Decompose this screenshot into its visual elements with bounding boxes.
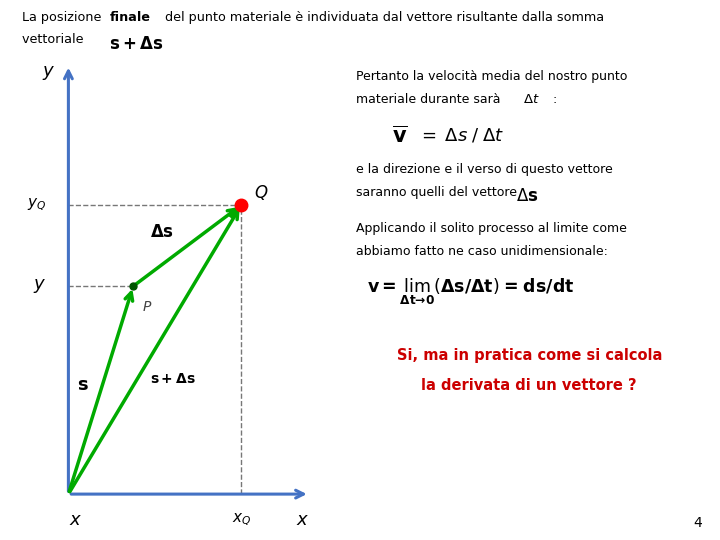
Text: $y_Q$: $y_Q$ bbox=[27, 197, 47, 213]
Text: abbiamo fatto ne caso unidimensionale:: abbiamo fatto ne caso unidimensionale: bbox=[356, 245, 608, 258]
Text: $\mathbf{v = \lim_{\Delta t \to 0} \left( \Delta s/\Delta t \right) \;=\; ds/dt}: $\mathbf{v = \lim_{\Delta t \to 0} \left… bbox=[367, 276, 575, 307]
Text: $\Delta t$: $\Delta t$ bbox=[523, 93, 539, 106]
Text: Applicando il solito processo al limite come: Applicando il solito processo al limite … bbox=[356, 222, 627, 235]
Text: $\mathbf{\Delta s}$: $\mathbf{\Delta s}$ bbox=[150, 223, 174, 241]
Text: la derivata di un vettore ?: la derivata di un vettore ? bbox=[421, 378, 637, 393]
Text: 4: 4 bbox=[693, 516, 702, 530]
Text: materiale durante sarà: materiale durante sarà bbox=[356, 93, 505, 106]
Text: $\mathbf{s + \Delta s}$: $\mathbf{s + \Delta s}$ bbox=[109, 35, 163, 52]
Text: saranno quelli del vettore: saranno quelli del vettore bbox=[356, 186, 521, 199]
Text: $x$: $x$ bbox=[69, 511, 82, 529]
Text: $\Delta \mathbf{s}$: $\Delta \mathbf{s}$ bbox=[516, 187, 538, 205]
Text: $x$: $x$ bbox=[296, 511, 309, 529]
Text: :: : bbox=[549, 93, 557, 106]
Text: Pertanto la velocità media del nostro punto: Pertanto la velocità media del nostro pu… bbox=[356, 70, 628, 83]
Text: $\mathbf{s}$: $\mathbf{s}$ bbox=[77, 376, 89, 394]
Text: $= \;\Delta s \;/\; \Delta t$: $= \;\Delta s \;/\; \Delta t$ bbox=[418, 126, 504, 144]
Text: Si, ma in pratica come si calcola: Si, ma in pratica come si calcola bbox=[397, 348, 662, 363]
Text: $P$: $P$ bbox=[142, 300, 152, 314]
Text: $\overline{\mathbf{v}}$: $\overline{\mathbf{v}}$ bbox=[392, 125, 408, 147]
Text: $\mathbf{s + \Delta s}$: $\mathbf{s + \Delta s}$ bbox=[150, 373, 196, 386]
Text: e la direzione e il verso di questo vettore: e la direzione e il verso di questo vett… bbox=[356, 163, 613, 176]
Text: vettoriale: vettoriale bbox=[22, 33, 95, 46]
Text: del punto materiale è individuata dal vettore risultante dalla somma: del punto materiale è individuata dal ve… bbox=[157, 11, 604, 24]
Text: finale: finale bbox=[109, 11, 150, 24]
Text: $Q$: $Q$ bbox=[254, 184, 269, 202]
Text: La posizione: La posizione bbox=[22, 11, 105, 24]
Text: $x_Q$: $x_Q$ bbox=[232, 512, 251, 528]
Text: $y$: $y$ bbox=[42, 64, 55, 82]
Text: $y$: $y$ bbox=[34, 277, 47, 295]
